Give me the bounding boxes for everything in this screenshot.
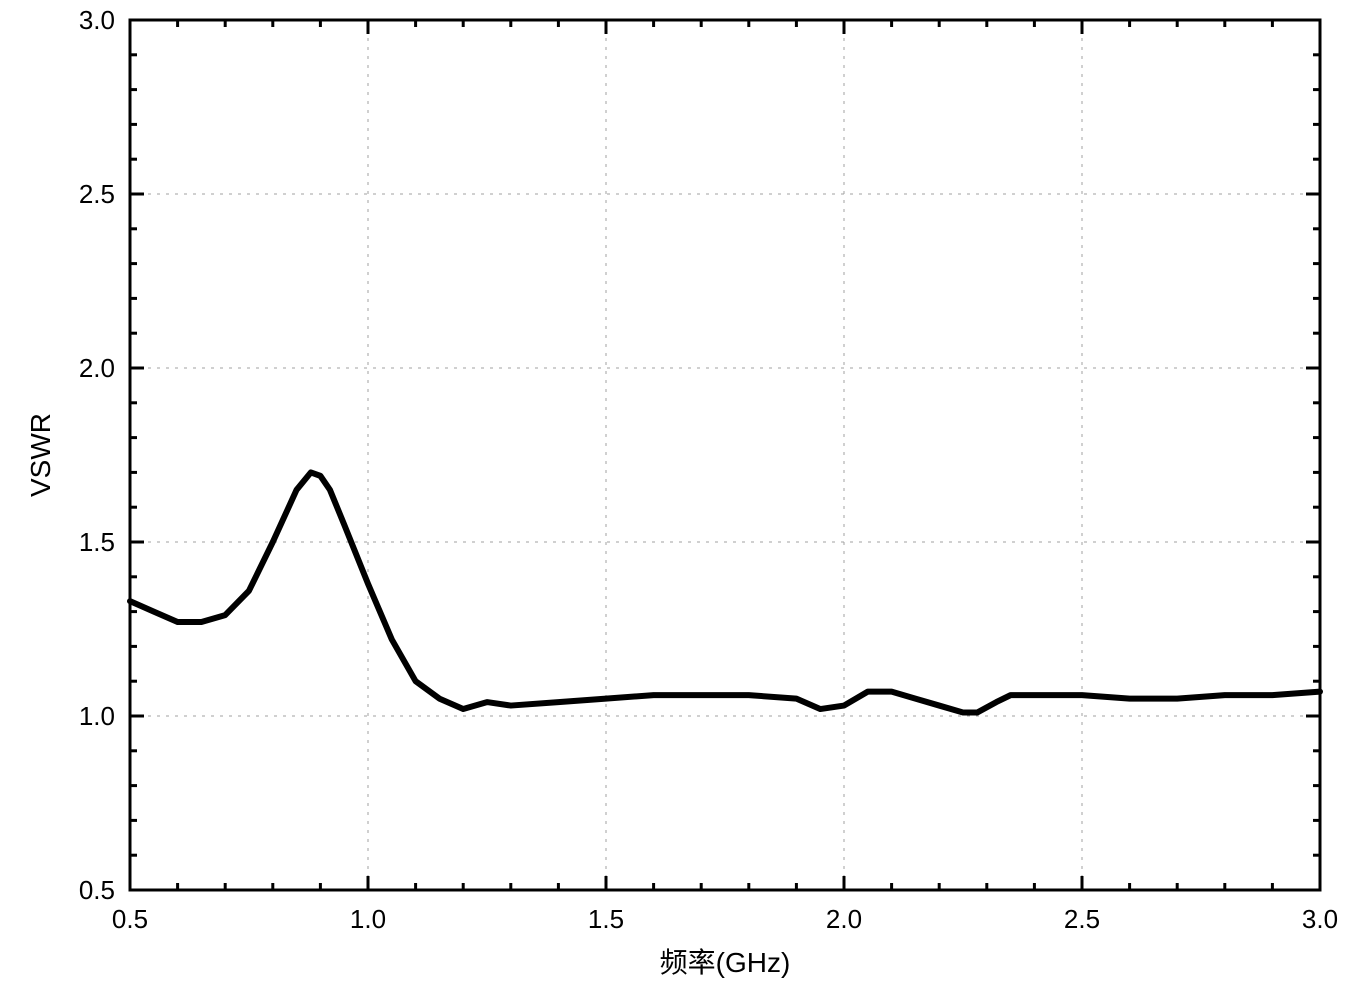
y-tick-label: 1.5 <box>79 527 115 557</box>
y-tick-label: 1.0 <box>79 701 115 731</box>
x-tick-label: 2.0 <box>826 904 862 934</box>
chart-svg: 0.5 1.0 1.5 2.0 2.5 3.0 0.5 1.0 1.5 2.0 2.5 3.0 频率(G… <box>0 0 1360 1000</box>
y-tick-label: 0.5 <box>79 875 115 905</box>
y-tick-label: 3.0 <box>79 5 115 35</box>
vswr-chart: 0.5 1.0 1.5 2.0 2.5 3.0 0.5 1.0 1.5 2.0 2.5 3.0 频率(G… <box>0 0 1360 1000</box>
y-axis-label: VSWR <box>25 413 56 497</box>
y-tick-label: 2.5 <box>79 179 115 209</box>
x-tick-label: 1.0 <box>350 904 386 934</box>
x-tick-label: 1.5 <box>588 904 624 934</box>
x-tick-label: 0.5 <box>112 904 148 934</box>
x-tick-label: 3.0 <box>1302 904 1338 934</box>
x-tick-label: 2.5 <box>1064 904 1100 934</box>
y-tick-label: 2.0 <box>79 353 115 383</box>
x-axis-label: 频率(GHz) <box>660 947 791 978</box>
